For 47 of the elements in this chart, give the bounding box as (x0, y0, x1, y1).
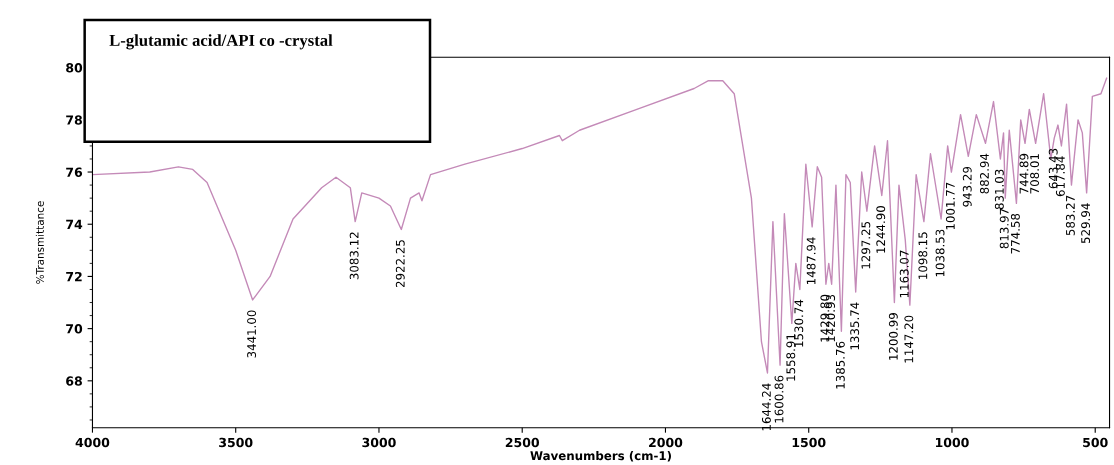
annotation: 3441.00 (247, 310, 257, 358)
x-tick-label: 4000 (75, 437, 110, 448)
annotation: 943.29 (962, 166, 972, 207)
annotation: 1600.86 (774, 375, 784, 423)
annotation: 617.84 (1055, 156, 1065, 197)
annotation: 831.03 (994, 169, 1004, 210)
x-tick-label: 2500 (505, 437, 540, 448)
y-tick-label: 78 (66, 115, 82, 125)
annotation: 882.94 (979, 153, 989, 194)
annotation: 529.94 (1081, 203, 1091, 244)
annotation: 708.01 (1030, 154, 1040, 194)
x-tick-label: 500 (1083, 437, 1108, 448)
annotation: 1530.74 (794, 299, 804, 347)
y-tick-label: 76 (66, 167, 83, 177)
y-tick-label: 80 (66, 63, 83, 73)
y-tick-label: 70 (66, 324, 83, 334)
x-tick-label: 1000 (935, 437, 969, 448)
x-tick-label: 3500 (219, 437, 253, 448)
y-tick-label: 72 (66, 271, 82, 282)
annotation: 583.27 (1065, 195, 1075, 236)
annotation: 1335.74 (850, 302, 860, 350)
annotation: 643.43 (1048, 148, 1058, 189)
annotation: 1200.99 (888, 313, 898, 360)
y-axis-title: %Transmittance (35, 201, 44, 284)
annotation: 813.97 (999, 208, 1009, 249)
annotation: 1163.07 (899, 250, 909, 298)
annotation: 1038.53 (935, 229, 945, 277)
annotation: 1644.24 (761, 383, 771, 431)
annotation: 1147.20 (904, 315, 914, 363)
x-tick-label: 3000 (362, 437, 396, 448)
chart-title: L-glutamic acid/API co -crystal (109, 34, 333, 50)
annotation: 1385.76 (835, 341, 845, 389)
x-tick-label: 2000 (649, 437, 683, 448)
y-tick-label: 74 (66, 219, 83, 229)
annotation: 774.58 (1010, 213, 1020, 254)
annotation: 3083.12 (349, 232, 359, 280)
annotation: 1558.91 (786, 334, 796, 381)
x-tick-label: 1500 (792, 437, 826, 448)
y-tick-label: 68 (66, 376, 82, 386)
annotation: 1001.77 (945, 182, 955, 230)
annotation: 1098.15 (918, 232, 928, 279)
annotation: 1297.25 (861, 221, 871, 269)
annotation: 1244.90 (876, 206, 886, 253)
annotation: 1487.94 (806, 237, 816, 285)
annotation: 2922.25 (395, 240, 405, 288)
annotation: 744.89 (1019, 153, 1029, 194)
x-axis-title: Wavenumbers (cm-1) (530, 451, 671, 462)
